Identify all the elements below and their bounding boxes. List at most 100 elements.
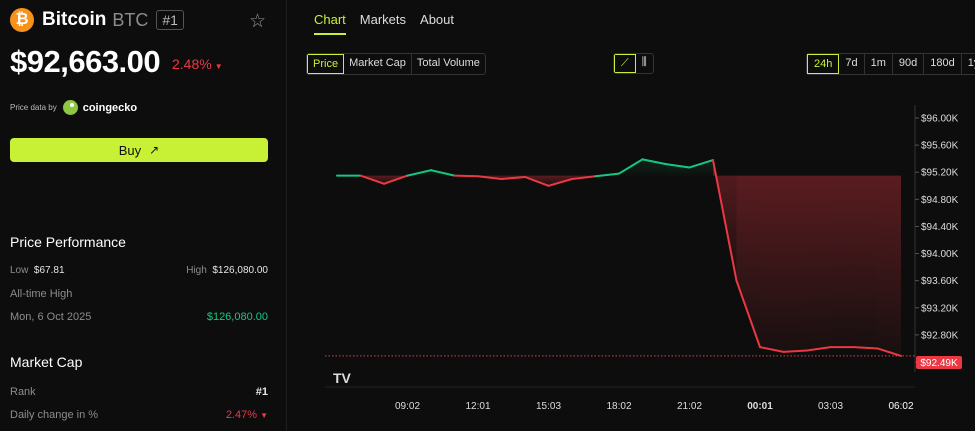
rank-label: Rank — [10, 386, 36, 398]
tab-markets[interactable]: Markets — [359, 12, 407, 27]
tradingview-watermark-icon: TV — [333, 370, 352, 386]
ath-value: $126,080.00 — [206, 311, 268, 323]
high-value: $126,080.00 — [212, 265, 268, 276]
low-label: Low — [10, 265, 29, 276]
x-tick-label: 18:02 — [606, 401, 631, 412]
series-segment — [806, 346, 832, 352]
daily-change-number: 2.47% — [225, 409, 258, 421]
panel-divider — [286, 0, 287, 431]
coin-panel: ₿ Bitcoin BTC #1 ☆ $92,663.00 2.48% ▼ Pri… — [0, 0, 285, 431]
ath-date: Mon, 6 Oct 2025 — [10, 311, 92, 323]
y-tick-label: $96.00K — [921, 114, 959, 125]
area-fill — [877, 175, 901, 356]
area-fill — [807, 175, 831, 351]
series-segment — [782, 349, 808, 353]
range-90d-button[interactable]: 90d — [893, 54, 925, 74]
chart-tabs: Chart Markets About — [314, 12, 468, 35]
buy-button[interactable]: Buy ↗ — [10, 138, 268, 162]
area-fill — [689, 160, 713, 176]
range-1m-button[interactable]: 1m — [865, 54, 893, 74]
coin-name: Bitcoin — [42, 9, 107, 30]
bitcoin-logo-icon: ₿ — [10, 8, 34, 32]
area-fill — [760, 175, 784, 352]
coin-price: $92,663.00 — [10, 44, 161, 79]
series-segment — [500, 175, 526, 180]
area-fill — [736, 175, 760, 348]
series-segment — [359, 174, 385, 185]
x-tick-label: 06:02 — [888, 401, 913, 412]
tab-chart[interactable]: Chart — [314, 12, 346, 35]
last-price-label: $92.49K — [916, 356, 962, 369]
series-segment — [618, 158, 644, 175]
y-tick-label: $94.40K — [921, 222, 959, 233]
coin-symbol: BTC — [112, 9, 149, 30]
y-tick-label: $93.20K — [921, 303, 959, 314]
range-1y-button[interactable]: 1y — [962, 54, 975, 74]
price-performance-title: Price Performance — [10, 234, 126, 250]
buy-label: Buy — [118, 142, 142, 158]
last-price-label-bg — [916, 356, 962, 369]
ath-label-row: All-time High — [10, 288, 268, 300]
star-icon[interactable]: ☆ — [249, 11, 267, 32]
x-tick-label: 15:03 — [536, 401, 561, 412]
x-tick-label: 12:01 — [465, 401, 490, 412]
coingecko-logo-icon — [62, 100, 78, 115]
series-segment — [665, 163, 691, 169]
series-segment — [406, 169, 432, 177]
high-label: High — [186, 265, 207, 276]
metric-total-volume-button[interactable]: Total Volume — [416, 57, 480, 69]
x-tick-label: 21:02 — [677, 401, 702, 412]
price-data-attribution: Price data by coingecko — [10, 100, 137, 115]
rank-badge: #1 — [156, 10, 184, 30]
y-tick-label: $95.20K — [921, 168, 959, 179]
daily-change-row: Daily change in % 2.47% ▼ — [10, 409, 268, 421]
coin-header: ₿ Bitcoin BTC #1 — [10, 8, 184, 32]
metric-price-button[interactable]: Price — [307, 54, 345, 74]
y-tick-label: $94.00K — [921, 249, 959, 260]
y-tick-label: $95.60K — [921, 141, 959, 152]
metric-market-cap-button[interactable]: Market Cap — [344, 54, 412, 74]
candlestick-icon[interactable]: ⫼ — [641, 56, 647, 68]
y-tick-label: $94.80K — [921, 195, 959, 206]
price-chart[interactable]: $96.00K $95.60K $95.20K $94.80K $94.40K $94.0… — [287, 0, 975, 431]
series-segment — [641, 158, 667, 166]
series-segment — [876, 347, 902, 357]
series-segment — [712, 159, 738, 282]
chart-type-selector: ⟋ ⫼ — [613, 53, 654, 74]
arrow-up-right-icon: ↗ — [149, 143, 160, 157]
rank-row: Rank #1 — [10, 386, 268, 398]
provider-name[interactable]: coingecko — [82, 101, 138, 114]
tab-about[interactable]: About — [420, 12, 455, 27]
x-tick-label: 00:01 — [747, 401, 773, 412]
series-segment — [524, 175, 550, 187]
series-segment — [571, 175, 597, 180]
price-change-value: 2.48% — [172, 56, 212, 72]
time-range-selector: 24h 7d 1m 90d 180d 1y al — [806, 53, 975, 75]
low-value: $67.81 — [33, 265, 65, 276]
y-axis-ticks: $96.00K $95.60K $95.20K $94.80K $94.40K $94.0… — [915, 114, 959, 369]
series-segment — [477, 175, 503, 180]
series-segment — [688, 159, 714, 169]
x-tick-label: 06:02 — [888, 401, 913, 412]
y-tick-label: $92.80K — [921, 330, 959, 341]
low-high-row: Low $67.81 High $126,080.00 — [10, 265, 268, 276]
series-segment — [594, 172, 620, 178]
area-fill — [854, 175, 878, 349]
x-tick-label: 03:03 — [818, 401, 843, 412]
range-24h-button[interactable]: 24h — [807, 54, 840, 74]
ath-row: Mon, 6 Oct 2025 $126,080.00 — [10, 311, 268, 323]
series-segment — [430, 169, 456, 177]
last-price-label-text: $92.49K — [920, 358, 958, 369]
x-tick-label: 09:02 — [395, 401, 420, 412]
line-chart-icon[interactable]: ⟋ — [614, 54, 636, 73]
series-segment — [547, 178, 573, 187]
range-7d-button[interactable]: 7d — [839, 54, 865, 74]
range-180d-button[interactable]: 180d — [924, 54, 962, 74]
series-segment — [853, 346, 879, 350]
area-fill — [783, 175, 807, 352]
series-segment — [759, 346, 785, 353]
down-arrow-icon: ▼ — [260, 411, 268, 420]
market-cap-title: Market Cap — [10, 354, 83, 370]
price-data-label: Price data by — [10, 103, 57, 112]
price-change: 2.48% ▼ — [172, 56, 223, 72]
